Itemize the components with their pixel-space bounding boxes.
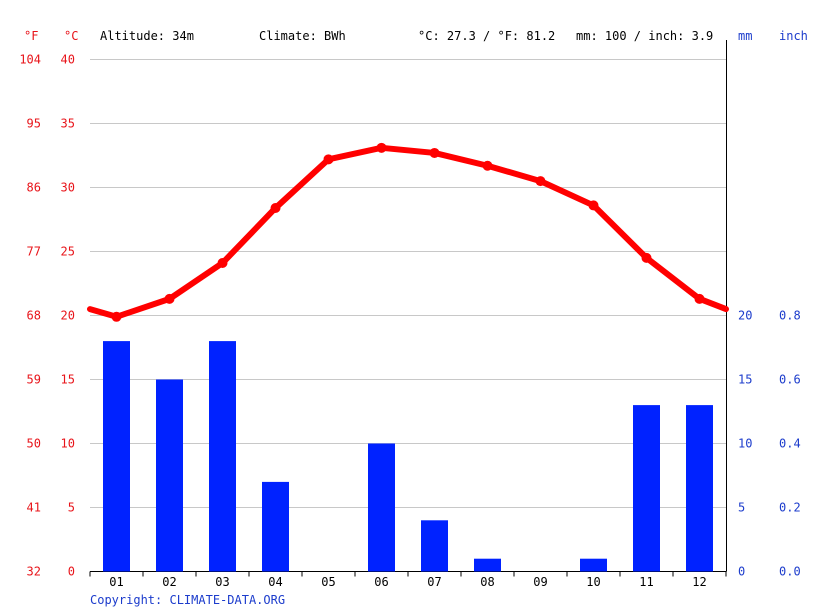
precipitation-bar bbox=[686, 405, 713, 572]
temperature-line bbox=[87, 142, 729, 322]
temperature-average-label: °C: 27.3 / °F: 81.2 bbox=[418, 29, 555, 43]
precipitation-bar bbox=[262, 481, 289, 572]
fahrenheit-unit-label: °F bbox=[24, 29, 38, 43]
precipitation-bar bbox=[580, 558, 607, 572]
fahrenheit-tick-label: 41 bbox=[27, 501, 41, 515]
celsius-tick-label: 15 bbox=[61, 373, 75, 387]
temperature-point bbox=[217, 258, 228, 269]
temperature-point bbox=[641, 252, 652, 263]
celsius-unit-label: °C bbox=[64, 29, 78, 43]
temperature-point bbox=[164, 293, 175, 304]
mm-tick-label: 20 bbox=[738, 309, 752, 323]
precipitation-total-label: mm: 100 / inch: 3.9 bbox=[576, 29, 713, 43]
month-label: 03 bbox=[215, 575, 229, 589]
month-label: 12 bbox=[692, 575, 706, 589]
fahrenheit-tick-label: 68 bbox=[27, 309, 41, 323]
inch-tick-label: 0.0 bbox=[779, 565, 801, 579]
month-label: 11 bbox=[639, 575, 653, 589]
precipitation-bar bbox=[156, 379, 183, 572]
celsius-tick-label: 40 bbox=[61, 53, 75, 67]
month-label: 06 bbox=[374, 575, 388, 589]
grid-lines bbox=[90, 59, 726, 508]
precipitation-bar bbox=[103, 341, 130, 572]
inch-tick-label: 0.4 bbox=[779, 437, 801, 451]
fahrenheit-tick-label: 77 bbox=[27, 245, 41, 259]
fahrenheit-tick-label: 50 bbox=[27, 437, 41, 451]
precipitation-bar bbox=[209, 341, 236, 572]
temperature-point bbox=[323, 154, 334, 165]
temperature-point bbox=[588, 200, 599, 211]
month-label: 10 bbox=[586, 575, 600, 589]
inch-unit-label: inch bbox=[779, 29, 808, 43]
celsius-tick-label: 5 bbox=[68, 501, 75, 515]
mm-tick-label: 15 bbox=[738, 373, 752, 387]
temperature-point bbox=[376, 142, 387, 153]
mm-tick-label: 10 bbox=[738, 437, 752, 451]
month-label: 01 bbox=[109, 575, 123, 589]
mm-tick-label: 5 bbox=[738, 501, 745, 515]
fahrenheit-tick-label: 32 bbox=[27, 565, 41, 579]
temperature-point bbox=[429, 147, 440, 158]
temperature-point bbox=[111, 311, 122, 322]
temperature-point bbox=[270, 202, 281, 213]
fahrenheit-tick-label: 104 bbox=[19, 53, 41, 67]
fahrenheit-tick-label: 59 bbox=[27, 373, 41, 387]
precipitation-bar bbox=[474, 558, 501, 572]
fahrenheit-tick-label: 86 bbox=[27, 181, 41, 195]
precipitation-bar bbox=[421, 520, 448, 572]
celsius-tick-label: 10 bbox=[61, 437, 75, 451]
mm-tick-label: 0 bbox=[738, 565, 745, 579]
altitude-label: Altitude: 34m bbox=[100, 29, 194, 43]
mm-unit-label: mm bbox=[738, 29, 752, 43]
celsius-tick-label: 35 bbox=[61, 117, 75, 131]
month-label: 02 bbox=[162, 575, 176, 589]
inch-tick-label: 0.8 bbox=[779, 309, 801, 323]
axes bbox=[89, 40, 727, 577]
celsius-tick-label: 30 bbox=[61, 181, 75, 195]
celsius-tick-label: 25 bbox=[61, 245, 75, 259]
month-label: 09 bbox=[533, 575, 547, 589]
climate-label: Climate: BWh bbox=[259, 29, 346, 43]
copyright-text: Copyright: CLIMATE-DATA.ORG bbox=[90, 593, 285, 607]
temperature-line-path bbox=[87, 144, 729, 320]
celsius-tick-label: 20 bbox=[61, 309, 75, 323]
month-label: 08 bbox=[480, 575, 494, 589]
precipitation-bars bbox=[103, 341, 713, 572]
temperature-point bbox=[694, 293, 705, 304]
temperature-point bbox=[482, 160, 493, 171]
precipitation-bar bbox=[368, 443, 395, 572]
fahrenheit-tick-label: 95 bbox=[27, 117, 41, 131]
month-label: 04 bbox=[268, 575, 282, 589]
month-label: 07 bbox=[427, 575, 441, 589]
inch-tick-label: 0.6 bbox=[779, 373, 801, 387]
month-label: 05 bbox=[321, 575, 335, 589]
celsius-tick-label: 0 bbox=[68, 565, 75, 579]
inch-tick-label: 0.2 bbox=[779, 501, 801, 515]
precipitation-bar bbox=[633, 405, 660, 572]
temperature-point bbox=[535, 176, 546, 187]
